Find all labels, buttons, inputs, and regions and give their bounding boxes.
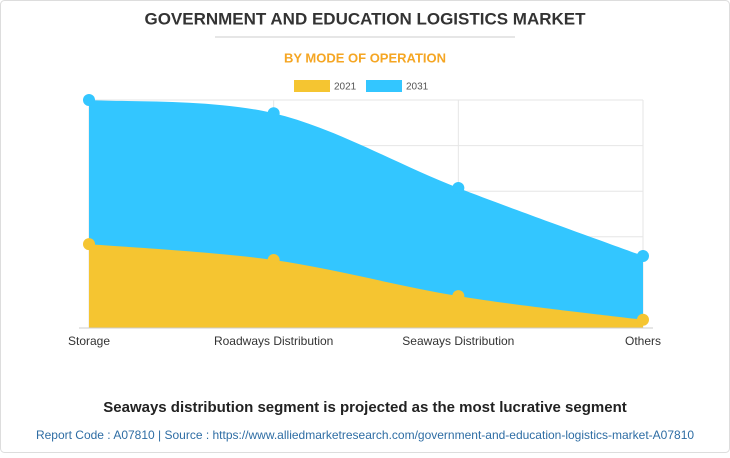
legend-label: 2021 [334,82,357,93]
point [83,238,95,251]
point [83,94,95,106]
headline: Seaways distribution segment is projecte… [103,399,627,416]
legend-swatch [366,80,402,92]
point [637,313,649,326]
x-tick-label: Storage [68,334,110,348]
area [89,244,643,328]
point [267,254,280,267]
chart-title: GOVERNMENT AND EDUCATION LOGISTICS MARKE… [144,9,586,28]
legend-label: 2031 [406,82,429,93]
point [452,182,465,195]
point [637,249,649,262]
legend-swatch [294,80,330,92]
point [452,290,465,303]
x-tick-label: Seaways Distribution [402,334,514,348]
footer: Report Code : A07810 | Source : https://… [36,428,694,442]
x-tick-label: Roadways Distribution [214,334,333,348]
chart-subtitle: BY MODE OF OPERATION [284,50,446,65]
point [267,107,280,120]
x-tick-label: Others [625,334,661,348]
